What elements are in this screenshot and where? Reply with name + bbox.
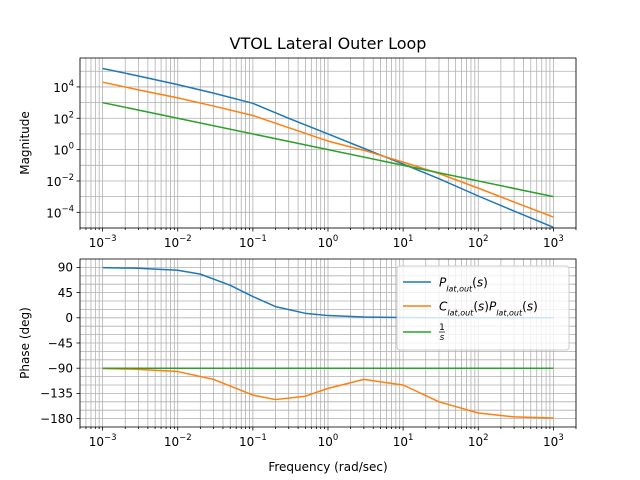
y-tick-label: 0 — [65, 311, 73, 325]
y-axis-label: Phase (deg) — [18, 307, 32, 379]
svg-text:s: s — [440, 333, 445, 343]
legend-box — [396, 265, 570, 351]
legend: Plat,out(s)Clat,out(s)Plat,out(s)1s — [396, 265, 570, 351]
series-line-CP — [102, 81, 554, 218]
y-tick-label: 90 — [58, 261, 73, 275]
magnitude-axes: 10−3 10−2 10−1 100 101 102 10310−410−210010210… — [18, 57, 577, 250]
legend-label-int: 1 — [439, 323, 445, 333]
series-line-CP — [102, 367, 554, 419]
y-tick-label: −45 — [48, 336, 73, 350]
y-tick-label: −90 — [48, 362, 73, 376]
y-tick-label: −180 — [40, 412, 73, 426]
y-tick-label: −135 — [40, 387, 73, 401]
y-tick-label: 45 — [58, 286, 73, 300]
chart-title: VTOL Lateral Outer Loop — [230, 34, 427, 53]
phase-axes: 10−3 10−2 10−1 100 101 102 10390450−45−90−135−… — [18, 258, 577, 474]
series-line-int — [102, 101, 554, 198]
y-tick-label: 10−4 — [46, 204, 74, 220]
y-axis-label: Magnitude — [18, 111, 32, 175]
y-tick-label: 102 — [53, 110, 74, 126]
y-tick-label: 104 — [53, 79, 74, 95]
y-tick-label: 100 — [53, 142, 74, 158]
axes-frame — [79, 57, 577, 229]
x-axis-label: Frequency (rad/sec) — [268, 460, 387, 474]
series-line-P — [102, 67, 554, 229]
y-tick-label: 10−2 — [46, 173, 74, 189]
